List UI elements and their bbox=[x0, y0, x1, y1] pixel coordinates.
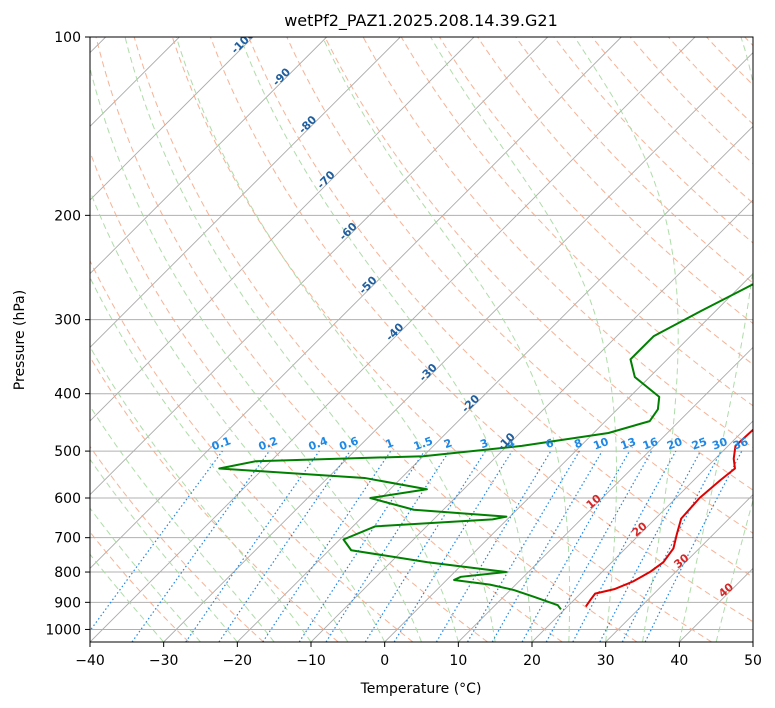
isotherm-line bbox=[90, 37, 548, 496]
isotherm-line bbox=[90, 37, 622, 569]
dry-adiabat-line bbox=[477, 37, 753, 325]
moist-adiabat-line bbox=[90, 553, 165, 642]
x-tick-label: 30 bbox=[597, 653, 615, 669]
mixing-ratio-line bbox=[545, 450, 653, 642]
mixing-ratio-label: 0.2 bbox=[257, 434, 280, 453]
x-tick-label: −10 bbox=[296, 653, 326, 669]
moist-adiabat-line bbox=[90, 345, 312, 642]
x-tick-label: 50 bbox=[744, 653, 762, 669]
mixing-ratio-label: 8 bbox=[572, 436, 584, 451]
temperature-profile-line bbox=[585, 428, 753, 608]
isotherm-line bbox=[458, 346, 753, 642]
y-tick-label: 400 bbox=[54, 387, 81, 403]
y-axis-label: Pressure (hPa) bbox=[12, 290, 28, 390]
mixing-ratio-label: 25 bbox=[690, 435, 709, 452]
y-tick-label: 600 bbox=[54, 491, 81, 507]
mixing-ratio-line bbox=[218, 450, 351, 642]
mixing-ratio-line bbox=[90, 450, 223, 632]
y-tick-label: 500 bbox=[54, 444, 81, 460]
x-tick-label: 0 bbox=[380, 653, 389, 669]
dry-adiabat-line bbox=[133, 37, 638, 642]
dry-adiabat-line bbox=[210, 37, 753, 623]
mixing-ratio-line bbox=[131, 450, 270, 642]
moist-adiabat-line bbox=[322, 37, 571, 642]
mixing-ratio-label: 3 bbox=[478, 436, 490, 451]
x-tick-label: 20 bbox=[523, 653, 541, 669]
x-tick-label: −20 bbox=[223, 653, 253, 669]
moist-adiabat-line bbox=[574, 37, 679, 642]
chart-title: wetPf2_PAZ1.2025.208.14.39.G21 bbox=[284, 11, 558, 31]
isotherm-line bbox=[531, 420, 753, 642]
y-tick-label: 1000 bbox=[45, 622, 81, 638]
moist-adiabat-line bbox=[90, 507, 201, 642]
dry-adiabat-line bbox=[90, 259, 414, 642]
mixing-ratio-line bbox=[644, 450, 743, 642]
x-tick-label: 40 bbox=[670, 653, 688, 669]
moist-adiabat-line bbox=[124, 37, 459, 642]
mixing-ratio-line bbox=[262, 450, 392, 642]
x-tick-label: −40 bbox=[75, 653, 105, 669]
moist-adiabat-line bbox=[90, 66, 422, 642]
isotherm-line bbox=[90, 37, 254, 201]
isotherm-line bbox=[605, 494, 753, 642]
mixing-ratio-label: 1 bbox=[384, 436, 396, 451]
moist-adiabat-line bbox=[90, 189, 386, 642]
y-tick-label: 700 bbox=[54, 531, 81, 547]
isotherm-line bbox=[163, 52, 753, 642]
dry-adiabat-line bbox=[591, 37, 753, 204]
moist-adiabat-line bbox=[90, 276, 349, 642]
mixing-ratio-line bbox=[185, 450, 320, 642]
mixing-ratio-label: 36 bbox=[731, 435, 750, 453]
dry-adiabat-line bbox=[90, 445, 264, 642]
dry-adiabat-line bbox=[629, 37, 753, 165]
moist-adiabat-line bbox=[430, 37, 618, 642]
isotherm-line bbox=[384, 273, 753, 642]
mixing-ratio-line bbox=[325, 450, 450, 642]
y-tick-label: 100 bbox=[54, 30, 81, 46]
dry-adiabat-line bbox=[248, 37, 753, 578]
dry-adiabat-line bbox=[95, 37, 563, 642]
mixing-ratio-label: 0.6 bbox=[338, 434, 361, 453]
dry-adiabat-line bbox=[171, 37, 712, 642]
moist-adiabat-line bbox=[715, 498, 753, 642]
mixing-ratio-label: 30 bbox=[710, 435, 729, 453]
moist-adiabat-line bbox=[239, 37, 533, 642]
isotherm-line bbox=[90, 37, 327, 275]
isotherm-line bbox=[90, 37, 475, 422]
moist-adiabat-line bbox=[90, 405, 275, 642]
dry-adiabat-line bbox=[515, 37, 753, 284]
y-tick-label: 800 bbox=[54, 565, 81, 581]
mixing-ratio-label: 16 bbox=[641, 435, 660, 453]
y-tick-label: 200 bbox=[54, 208, 81, 224]
mixing-ratio-label: 0.1 bbox=[210, 434, 233, 453]
moist-adiabat-line bbox=[175, 37, 496, 642]
isotherm-line bbox=[237, 125, 753, 642]
y-tick-label: 300 bbox=[54, 313, 81, 329]
mixing-ratio-label: 0.4 bbox=[307, 434, 330, 453]
mixing-ratio-label: 20 bbox=[665, 435, 684, 453]
dewpoint-profile-line bbox=[218, 283, 753, 610]
mixing-ratio-line bbox=[393, 450, 513, 642]
dry-adiabat-line bbox=[362, 37, 753, 449]
mixing-ratio-line bbox=[521, 450, 631, 642]
x-axis-label: Temperature (°C) bbox=[360, 681, 482, 697]
mixing-ratio-label: 13 bbox=[619, 435, 638, 452]
mixing-ratio-label: 6 bbox=[544, 436, 556, 451]
mixing-ratio-label: 1.5 bbox=[412, 434, 435, 453]
moist-adiabat-line bbox=[678, 37, 753, 642]
moist-adiabat-line bbox=[90, 458, 238, 642]
x-tick-label: −30 bbox=[149, 653, 179, 669]
y-tick-label: 900 bbox=[54, 595, 81, 611]
mixing-ratio-label: 10 bbox=[592, 435, 611, 453]
dry-adiabat-line bbox=[400, 37, 753, 407]
plot-frame bbox=[89, 36, 754, 643]
x-tick-label: 10 bbox=[449, 653, 467, 669]
mixing-ratio-label: 4 bbox=[505, 436, 517, 451]
mixing-ratio-line bbox=[572, 450, 677, 642]
mixing-ratio-label: 2 bbox=[442, 436, 454, 451]
isotherm-line bbox=[90, 37, 401, 348]
dry-adiabat-line bbox=[324, 37, 753, 491]
